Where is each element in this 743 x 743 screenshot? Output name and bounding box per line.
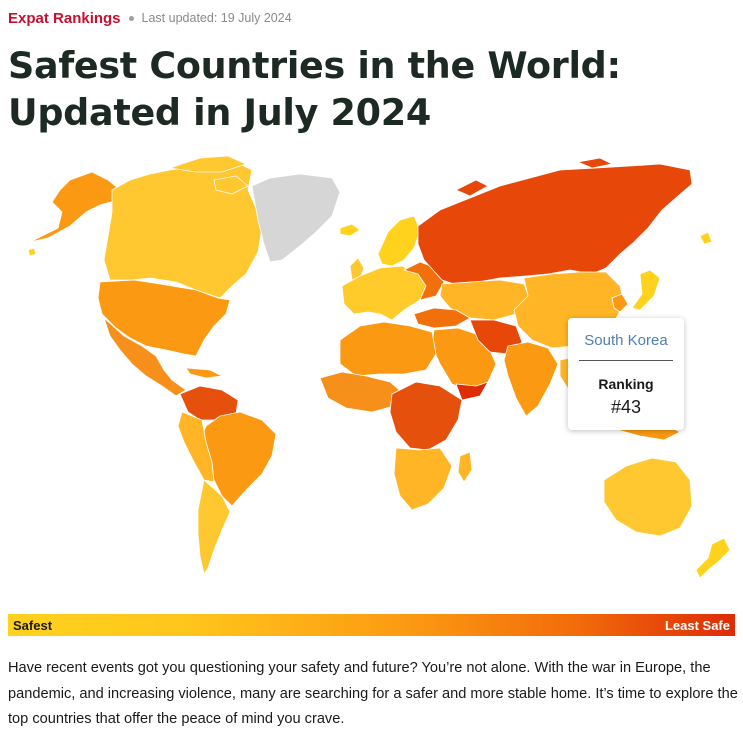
region-japan[interactable] xyxy=(631,269,661,311)
article-meta: Expat Rankings Last updated: 19 July 202… xyxy=(8,8,292,28)
region-southern-africa[interactable] xyxy=(393,447,453,511)
region-andes[interactable] xyxy=(177,411,215,483)
region-southern-cone[interactable] xyxy=(197,479,231,575)
legend-safest-label: Safest xyxy=(13,617,53,633)
region-usa[interactable] xyxy=(97,279,231,357)
region-greenland[interactable] xyxy=(251,173,341,263)
color-legend: Safest Least Safe xyxy=(8,614,735,636)
brand-link[interactable]: Expat Rankings xyxy=(8,9,121,27)
page-title: Safest Countries in the World: Updated i… xyxy=(8,44,621,134)
region-canada-islands[interactable] xyxy=(169,155,249,195)
region-caribbean[interactable] xyxy=(185,367,223,379)
region-alaska[interactable] xyxy=(29,171,121,243)
region-iceland[interactable] xyxy=(339,223,361,237)
region-madagascar[interactable] xyxy=(457,451,473,483)
region-uk[interactable] xyxy=(349,257,365,281)
tooltip-value: #43 xyxy=(610,397,642,417)
region-new-zealand[interactable] xyxy=(695,537,731,579)
last-updated: Last updated: 19 July 2024 xyxy=(141,11,292,25)
world-map[interactable]: South Korea Ranking #43 xyxy=(0,150,743,590)
country-tooltip: South Korea Ranking #43 xyxy=(568,318,684,430)
region-mexico[interactable] xyxy=(103,317,187,397)
region-scandinavia[interactable] xyxy=(377,215,421,267)
region-russia[interactable] xyxy=(417,163,693,287)
region-north-africa[interactable] xyxy=(339,321,437,377)
region-europe[interactable] xyxy=(341,265,427,321)
tooltip-divider xyxy=(579,360,673,361)
tooltip-label: Ranking xyxy=(598,376,654,392)
region-yemen[interactable] xyxy=(455,381,489,401)
tooltip-country: South Korea xyxy=(584,332,668,349)
intro-paragraph: Have recent events got you questioning y… xyxy=(8,660,738,727)
separator-dot xyxy=(128,15,134,21)
world-map-svg[interactable] xyxy=(0,150,743,590)
region-australia[interactable] xyxy=(603,457,693,537)
region-russia-islands[interactable] xyxy=(455,157,613,197)
legend-least-safe-label: Least Safe xyxy=(664,617,730,633)
region-india[interactable] xyxy=(503,341,559,417)
region-turkey[interactable] xyxy=(413,307,471,329)
region-south-korea[interactable] xyxy=(611,293,629,313)
region-central-africa[interactable] xyxy=(389,381,463,451)
